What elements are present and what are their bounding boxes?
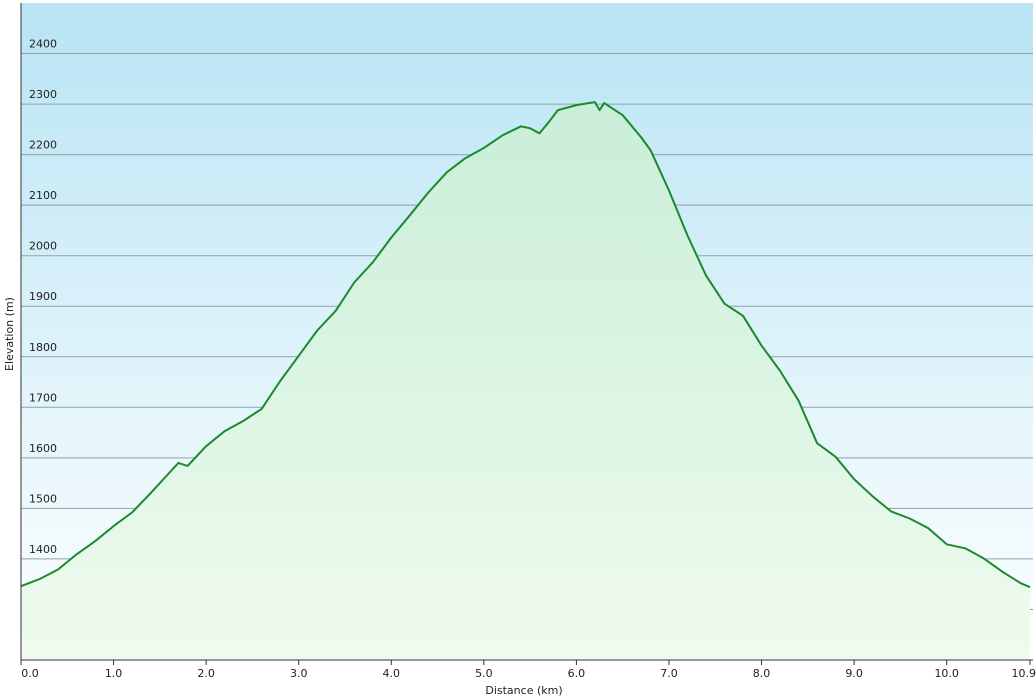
y-tick-label: 1400 bbox=[29, 543, 57, 556]
y-tick-label: 1800 bbox=[29, 341, 57, 354]
x-tick-label: 1.0 bbox=[105, 667, 123, 680]
x-tick-label: 5.0 bbox=[475, 667, 493, 680]
x-tick-label: 10.9 bbox=[1012, 667, 1036, 680]
y-tick-label: 1700 bbox=[29, 391, 57, 404]
y-tick-label: 1600 bbox=[29, 442, 57, 455]
x-axis-title: Distance (km) bbox=[485, 684, 562, 697]
x-tick-label: 6.0 bbox=[568, 667, 586, 680]
y-tick-label: 1500 bbox=[29, 492, 57, 505]
x-tick-label: 0.0 bbox=[21, 667, 39, 680]
y-tick-label: 2100 bbox=[29, 189, 57, 202]
x-tick-label: 8.0 bbox=[753, 667, 771, 680]
elevation-line bbox=[20, 101, 1031, 589]
x-tick-label: 4.0 bbox=[383, 667, 401, 680]
y-tick-label: 2000 bbox=[29, 240, 57, 253]
x-tick-label: 3.0 bbox=[290, 667, 308, 680]
y-tick-label: 1900 bbox=[29, 290, 57, 303]
y-axis-title: Elevation (m) bbox=[3, 297, 16, 371]
x-tick-label: 7.0 bbox=[660, 667, 678, 680]
x-tick-label: 10.0 bbox=[934, 667, 959, 680]
y-tick-label: 2200 bbox=[29, 139, 57, 152]
elevation-area bbox=[21, 102, 1030, 661]
x-tick-label: 2.0 bbox=[197, 667, 215, 680]
y-tick-label: 2300 bbox=[29, 88, 57, 101]
y-tick-label: 2400 bbox=[29, 38, 57, 51]
x-tick-label: 9.0 bbox=[845, 667, 863, 680]
